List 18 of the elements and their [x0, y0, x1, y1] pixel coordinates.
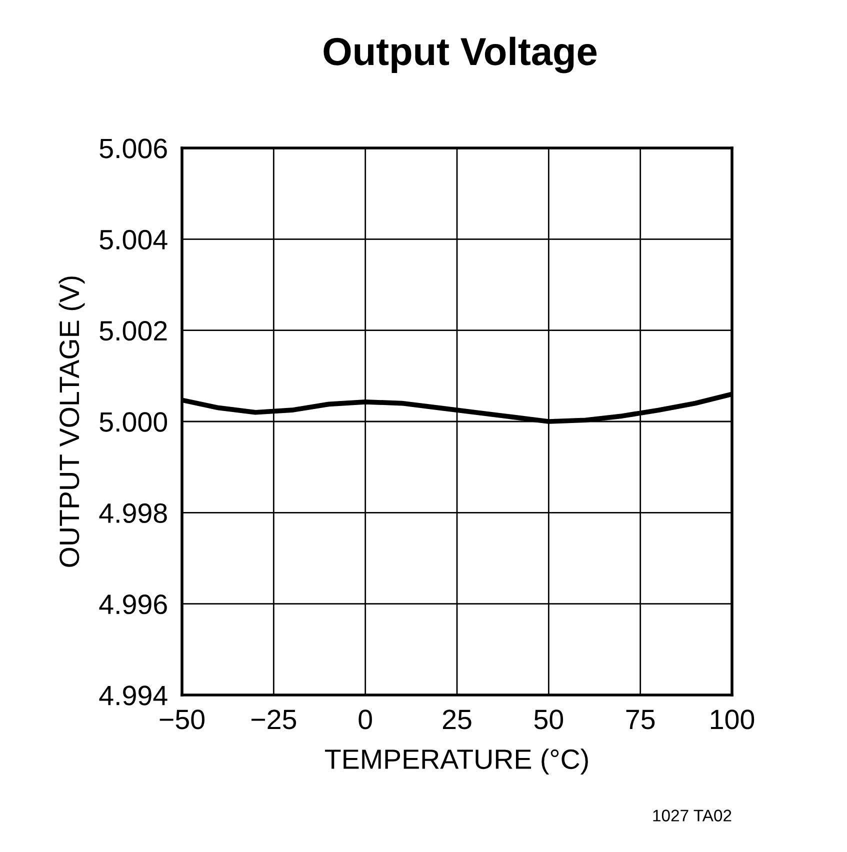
y-tick-label: 5.002	[100, 321, 167, 341]
x-tick-label: 0	[358, 710, 372, 730]
y-tick-label: 4.996	[99, 594, 167, 614]
x-tick-label: 100	[710, 710, 754, 730]
x-tick-label: 75	[626, 710, 655, 730]
y-tick-label: 4.998	[99, 503, 167, 524]
x-tick-label: 25	[442, 710, 472, 730]
x-tick-label: −50	[160, 710, 204, 730]
y-axis-title: OUTPUT VOLTAGE (V)	[58, 276, 85, 567]
y-tick-label: 5.004	[100, 230, 168, 250]
y-tick-label: 5.006	[100, 138, 167, 158]
x-tick-label: −25	[251, 710, 296, 730]
y-tick-label: 4.994	[99, 686, 168, 706]
chart-title: Output Voltage	[324, 36, 597, 74]
x-axis-title: TEMPERATURE (°C)	[325, 748, 588, 775]
text: 1027 TA02	[653, 810, 732, 822]
y-tick-label: 5.000	[100, 412, 168, 432]
x-tick-label: 50	[534, 710, 564, 730]
